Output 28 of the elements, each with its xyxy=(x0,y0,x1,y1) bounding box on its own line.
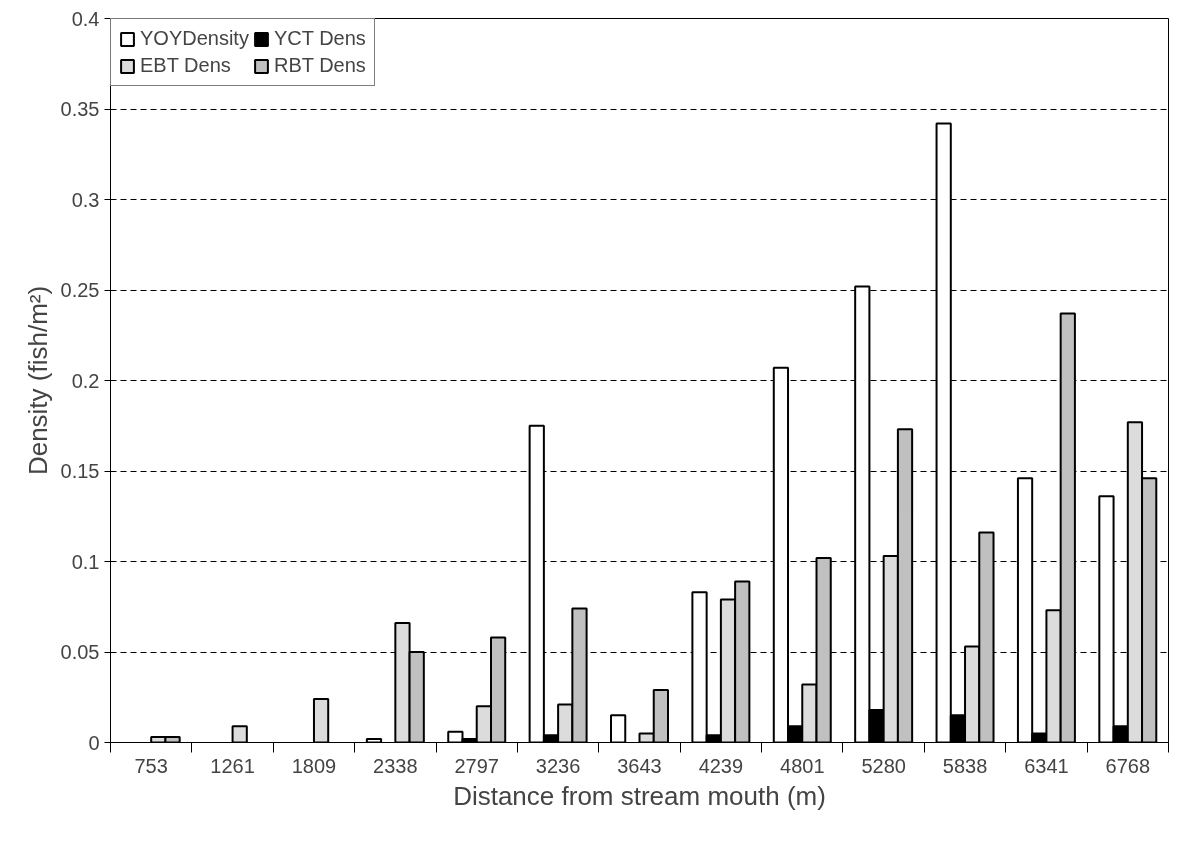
x-tick-label: 2338 xyxy=(373,754,418,777)
x-tick-label: 4801 xyxy=(780,754,825,777)
y-tick-label: 0.05 xyxy=(60,641,100,663)
x-axis-title: Distance from stream mouth (m) xyxy=(453,780,826,811)
y-tick-label: 0.2 xyxy=(71,369,100,392)
y-axis-title: Density (fish/m²) xyxy=(22,285,53,476)
x-tick-label: 3643 xyxy=(617,754,662,777)
x-tick-label: 2797 xyxy=(454,754,499,777)
legend-label: YOYDensity xyxy=(140,27,249,50)
y-tick-label: 0.3 xyxy=(71,188,100,211)
legend-label: EBT Dens xyxy=(140,54,231,77)
x-tick-label: 753 xyxy=(134,754,168,777)
legend-label: YCT Dens xyxy=(273,27,366,50)
y-tick-label: 0.1 xyxy=(71,550,100,573)
legend-label: RBT Dens xyxy=(273,54,366,77)
y-tick-label: 0.15 xyxy=(60,460,100,482)
x-tick-label: 5280 xyxy=(861,754,906,777)
y-tick-label: 0 xyxy=(88,731,100,754)
x-tick-label: 6341 xyxy=(1024,754,1069,777)
x-tick-label: 3236 xyxy=(535,754,581,777)
x-tick-label: 4239 xyxy=(698,754,744,777)
y-tick-label: 0.35 xyxy=(60,98,100,120)
x-tick-label: 1809 xyxy=(291,754,337,777)
x-tick-label: 5838 xyxy=(942,754,988,777)
y-tick-label: 0.25 xyxy=(60,279,100,301)
y-tick-label: 0.4 xyxy=(71,7,100,30)
x-tick-label: 6768 xyxy=(1105,754,1151,777)
x-tick-label: 1261 xyxy=(210,754,255,777)
